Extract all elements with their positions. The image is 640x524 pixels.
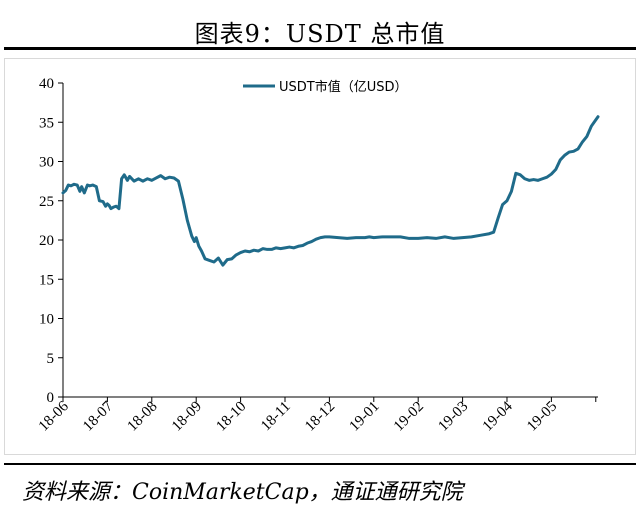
x-axis: 18-06 18-07 18-08 18-09 18-10 18-11 18-12 19-01… [36,396,598,435]
bottom-rule [4,463,636,465]
y-tick-label: 15 [39,272,54,288]
y-tick-label: 20 [39,233,54,249]
x-tick-label: 19-02 [391,399,427,435]
x-tick-label: 19-01 [347,399,383,435]
y-tick-label: 35 [39,115,54,131]
x-tick-label: 19-03 [435,399,471,435]
x-tick-label: 18-10 [213,399,249,435]
y-axis: 0 5 10 15 20 25 30 35 40 [39,76,64,406]
source-note: 资料来源：CoinMarketCap，通证通研究院 [22,480,463,505]
x-tick-label: 19-04 [480,398,516,434]
x-tick-label: 18-08 [125,399,161,435]
y-tick-label: 25 [39,194,54,210]
x-tick-label: 18-12 [302,399,338,435]
y-tick-label: 0 [47,390,55,406]
legend: USDT市值（亿USD） [243,79,408,95]
y-tick-label: 40 [39,76,54,92]
series-layer [61,115,600,267]
x-tick-label: 18-07 [80,398,116,434]
chart-title: 图表9：USDT 总市值 [194,20,446,48]
y-tick-label: 5 [47,351,55,367]
y-tick-label: 30 [39,155,54,171]
top-rule [4,47,636,50]
series-line [61,115,600,267]
y-tick-label: 10 [39,312,54,328]
legend-label: USDT市值（亿USD） [279,79,408,95]
x-tick-label: 18-11 [258,399,294,435]
x-tick-label: 19-05 [524,399,560,435]
line-chart: 0 5 10 15 20 25 30 35 40 18-06 18-07 18-08 18-09 18-… [36,76,600,435]
chart-frame: 0 5 10 15 20 25 30 35 40 18-06 18-07 18-08 18-09 18-… [4,58,636,455]
x-tick-label: 18-09 [169,399,205,435]
